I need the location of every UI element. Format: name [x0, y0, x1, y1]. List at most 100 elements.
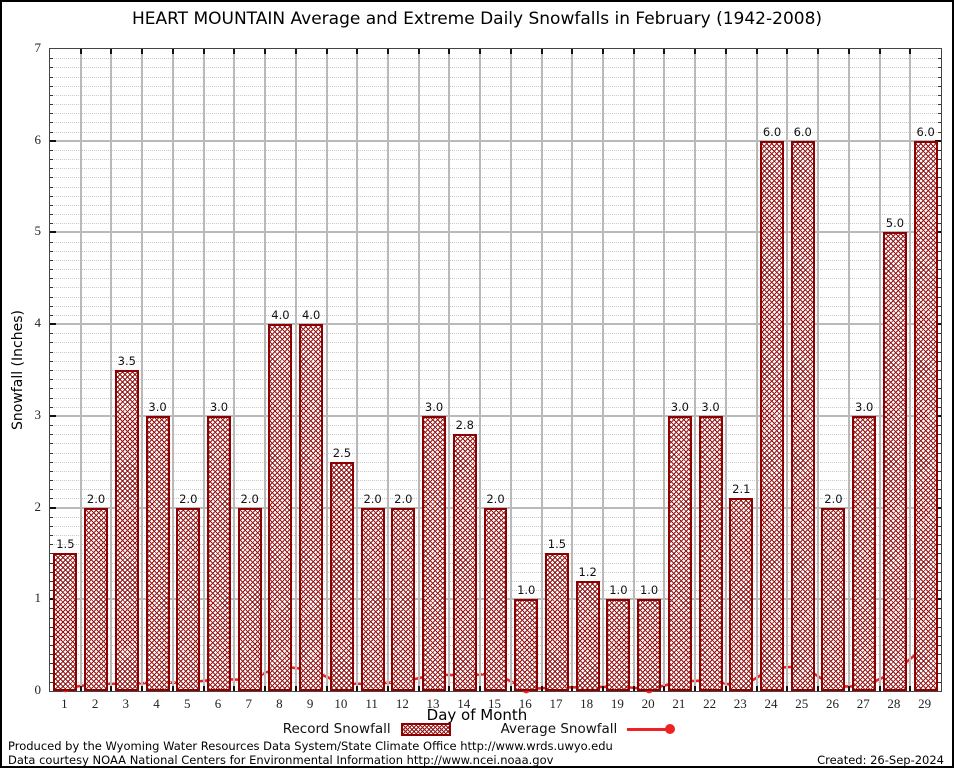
y-minor-tick	[50, 149, 53, 151]
y-major-tick	[50, 414, 56, 417]
x-tick-top	[386, 49, 389, 54]
x-tick-label: 18	[580, 696, 594, 711]
bar-value-label: 3.0	[701, 399, 720, 414]
y-minor-tick	[50, 489, 53, 491]
y-tick-label: 3	[34, 406, 42, 422]
gridline-vertical	[141, 49, 144, 691]
y-minor-tick	[50, 388, 53, 390]
gridline-minor	[50, 259, 941, 261]
bar-value-label: 2.1	[732, 482, 751, 497]
y-minor-tick	[50, 626, 53, 628]
record-snowfall-bar	[882, 232, 907, 691]
record-snowfall-bar	[114, 370, 139, 691]
gridline-vertical	[694, 49, 697, 691]
y-minor-tick	[938, 177, 941, 179]
y-minor-tick	[938, 214, 941, 216]
y-minor-tick	[938, 305, 941, 307]
gridline-major	[50, 139, 941, 142]
y-minor-tick	[938, 590, 941, 592]
record-snowfall-bar	[452, 434, 477, 691]
y-minor-tick	[50, 195, 53, 197]
y-minor-tick	[50, 516, 53, 518]
record-snowfall-bar	[729, 498, 754, 691]
gridline-minor	[50, 131, 941, 133]
x-tick-top	[79, 49, 82, 54]
y-minor-tick	[938, 617, 941, 619]
x-tick-label: 1	[61, 696, 68, 711]
x-tick-label: 25	[795, 696, 809, 711]
x-tick-top	[356, 49, 359, 54]
y-minor-tick	[50, 672, 53, 674]
x-tick-label: 4	[153, 696, 160, 711]
x-tick-label: 29	[918, 696, 932, 711]
x-tick-top	[171, 49, 174, 54]
y-tick-label: 0	[34, 682, 42, 697]
y-minor-tick	[50, 681, 53, 683]
x-tick-label: 23	[733, 696, 747, 711]
record-snowfall-bar	[637, 599, 662, 691]
x-tick-label: 22	[703, 696, 717, 711]
y-minor-tick	[50, 113, 53, 115]
x-tick-bottom	[909, 686, 912, 691]
gridline-vertical	[571, 49, 574, 691]
bar-value-label: 5.0	[885, 216, 905, 231]
x-tick-top	[141, 49, 144, 54]
x-tick-bottom	[663, 686, 666, 691]
y-minor-tick	[938, 241, 941, 243]
x-tick-bottom	[817, 686, 820, 691]
y-tick-label: 2	[34, 498, 42, 514]
y-minor-tick	[938, 131, 941, 133]
y-minor-tick	[938, 470, 941, 472]
gridline-vertical	[847, 49, 850, 691]
y-minor-tick	[50, 571, 53, 573]
gridline-vertical	[233, 49, 236, 691]
gridline-minor	[50, 67, 941, 69]
x-tick-label: 13	[426, 696, 440, 711]
x-tick-bottom	[417, 686, 420, 691]
x-tick-label: 3	[122, 696, 130, 711]
record-snowfall-bar	[483, 507, 508, 691]
y-minor-tick	[50, 562, 53, 564]
bar-value-label: 2.0	[86, 491, 106, 506]
bar-value-label: 2.0	[363, 491, 382, 506]
y-minor-tick	[50, 223, 53, 225]
x-tick-top	[571, 49, 574, 54]
footer-produced-by: Produced by the Wyoming Water Resources …	[8, 739, 613, 753]
x-tick-bottom	[356, 686, 359, 691]
gridline-major	[50, 231, 941, 234]
gridline-vertical	[264, 49, 267, 691]
record-snowfall-bar	[913, 140, 938, 691]
record-snowfall-bar	[852, 415, 877, 691]
y-tick-label: 5	[34, 223, 42, 239]
y-minor-tick	[50, 351, 53, 353]
y-minor-tick	[938, 58, 941, 60]
record-snowfall-bar	[760, 140, 784, 691]
gridline-vertical	[878, 49, 881, 691]
bar-value-label: 1.2	[578, 564, 597, 579]
gridline-vertical	[909, 49, 912, 691]
y-minor-tick	[50, 259, 53, 261]
legend-record-label: Record Snowfall	[282, 721, 391, 737]
x-tick-bottom	[171, 686, 174, 691]
y-minor-tick	[50, 370, 53, 371]
y-minor-tick	[938, 443, 941, 445]
y-minor-tick	[50, 379, 53, 381]
bar-value-label: 2.0	[179, 491, 198, 506]
y-minor-tick	[938, 626, 941, 628]
y-minor-tick	[50, 67, 53, 69]
y-minor-tick	[938, 489, 941, 491]
x-tick-top	[694, 49, 697, 54]
x-tick-bottom	[509, 686, 512, 691]
x-tick-bottom	[755, 686, 758, 691]
plot-area: 1.5 2.0 3.5 3.0 2.0 3.0 2.0 4.0 4.0 2.5 2.0 2.0 3.0 2…	[49, 48, 942, 694]
gridline-vertical	[602, 49, 605, 691]
gridline-minor	[50, 314, 941, 316]
x-tick-top	[110, 49, 113, 54]
bar-value-label: 3.5	[117, 354, 136, 368]
record-snowfall-bar	[391, 507, 416, 691]
record-snowfall-bar	[698, 415, 723, 691]
y-axis-label: Snowfall (Inches)	[10, 310, 26, 430]
x-tick-bottom	[602, 686, 605, 691]
y-major-tick	[50, 323, 56, 326]
x-tick-top	[540, 49, 543, 54]
